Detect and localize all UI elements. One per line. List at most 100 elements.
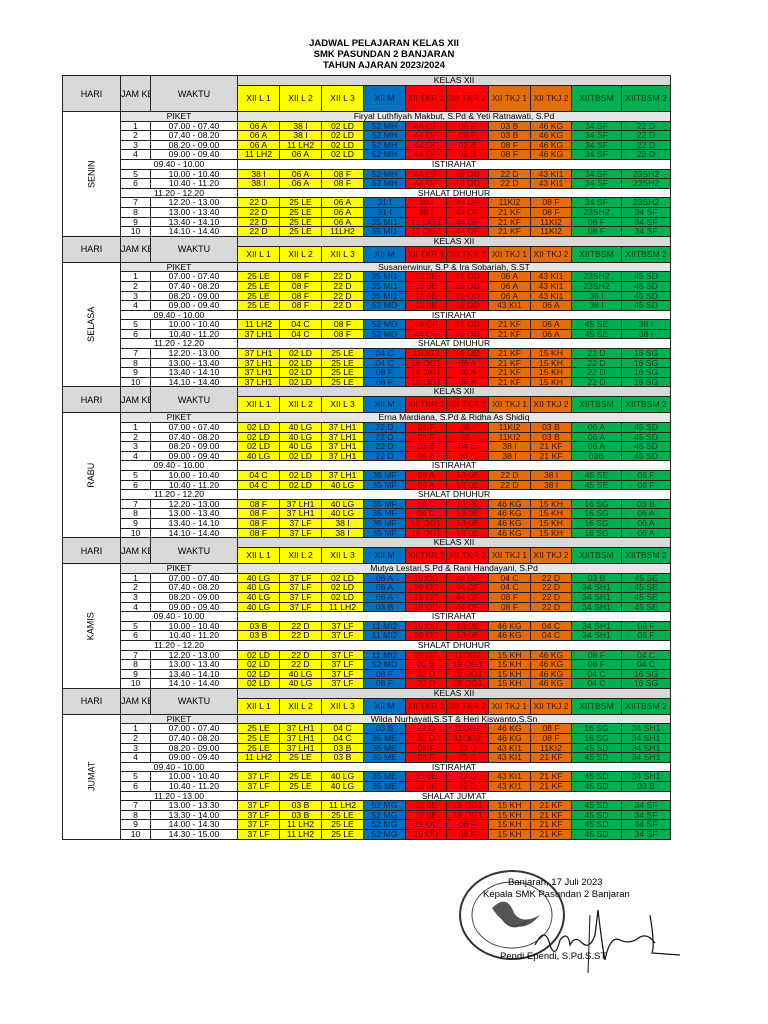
waktu: 10.40 - 11.20 — [150, 328, 238, 340]
lesson-cell: 45 SE — [620, 591, 672, 603]
piket-label: PIKET — [120, 261, 238, 273]
piket-teachers: Wilda Nurhayati,S.ST & Heri Kiswanto,S.S… — [236, 713, 672, 725]
class-header: XIITBSM 2 — [620, 697, 672, 715]
lesson-cell: 44 OF — [446, 601, 489, 613]
waktu-header: WAKTU — [150, 687, 238, 715]
waktu: 08.20 - 09.00 — [150, 139, 238, 151]
lesson-cell: 04 C — [446, 441, 489, 452]
lesson-cell: 46 KG — [530, 149, 572, 160]
lesson-cell: 46 KG — [488, 527, 531, 539]
lesson-cell: 22 D — [405, 733, 447, 744]
lesson-cell: 34 SF — [571, 139, 622, 151]
class-header: XII TKJ 2 — [530, 697, 572, 715]
lesson-cell: 21 KF — [488, 226, 531, 237]
lesson-cell: 02 LD — [321, 130, 364, 141]
lesson-cell: 16 SG — [620, 376, 672, 388]
lesson-cell: 08 F — [279, 271, 322, 282]
lesson-cell: 43 KI1 — [488, 752, 531, 763]
lesson-cell: 35 ME — [363, 742, 406, 754]
lesson-cell: 06 A — [363, 572, 406, 584]
jam-ke: 5 — [120, 168, 151, 180]
waktu: 09.00 - 09.40 — [150, 300, 238, 311]
class-header-row: XII L 1 XII L 2 XII L 3 XII M XII TKR 1 XII T… — [63, 697, 672, 715]
lesson-cell: 37 LH1 — [321, 431, 364, 443]
lesson-cell: 08 F — [488, 149, 531, 160]
signature-block: Banjaran, 17 Juli 2023 Kepala SMK Pasund… — [440, 855, 681, 995]
lesson-cell: 08 F — [321, 178, 364, 189]
waktu: 08.20 - 09.00 — [150, 742, 238, 754]
lesson-cell: 37 LH1 — [321, 441, 364, 452]
lesson-cell: 38 I — [530, 479, 572, 491]
break-label: ISTIRAHAT — [236, 309, 672, 321]
lesson-cell: 13 0E — [405, 800, 447, 811]
lesson-cell: 37 LF — [321, 630, 364, 641]
header-row: HARI JAM KE WAKTU KELAS XII — [62, 687, 672, 715]
lesson-cell: 11 MI2 — [363, 630, 406, 641]
class-header: XII L 2 — [279, 245, 322, 263]
lesson-cell: 08 F — [571, 226, 622, 237]
lesson-cell: 22 D — [279, 620, 322, 632]
lesson-cell: 40 LG — [279, 422, 322, 433]
lesson-cell: 19 OD — [405, 572, 447, 584]
lesson-cell: 06 A — [405, 450, 447, 462]
lesson-cell: 22 D — [620, 149, 672, 160]
lesson-cell: 08 F — [571, 649, 622, 661]
period-row: 6 10.40 - 11.20 37 LF 25 LE 40 LG 35 ME 13 0E 2… — [63, 781, 672, 792]
lesson-cell: 22 D — [237, 216, 280, 228]
lesson-cell: 19 OD — [446, 168, 489, 180]
break-label: ISTIRAHAT — [236, 761, 672, 773]
lesson-cell: 34 SH1 — [620, 771, 672, 783]
lesson-cell: 40 LG — [237, 572, 280, 584]
lesson-cell: 08 F — [363, 367, 406, 378]
lesson-cell: 04 C — [279, 328, 322, 340]
lesson-cell: 25 LE — [321, 809, 364, 821]
waktu: 14.10 - 14.40 — [150, 376, 238, 388]
class-header: XIITBSM — [571, 396, 622, 414]
lesson-cell: 22 D — [620, 139, 672, 151]
lesson-cell: 02 LD — [237, 668, 280, 680]
lesson-cell: 22 D — [488, 470, 531, 481]
lesson-cell: 43 KI1 — [530, 280, 572, 292]
lesson-cell: 11 LH2 — [237, 752, 280, 763]
jam-ke: 9 — [120, 819, 151, 830]
class-header: XII TKJ 2 — [530, 245, 572, 263]
jam-ke: 5 — [120, 319, 151, 330]
lesson-cell: 45 SD — [620, 422, 672, 433]
lesson-cell: 22 D — [363, 431, 406, 443]
class-header: XII L 3 — [321, 396, 364, 414]
school-stamp — [459, 870, 565, 960]
break-row: 09.40 - 10.00 ISTIRAHAT — [63, 761, 672, 773]
lesson-cell: 11 LH2 — [237, 149, 280, 160]
lesson-cell: 21 KF — [488, 357, 531, 369]
lesson-cell: 37 LF — [279, 527, 322, 539]
lesson-cell: 38 I — [237, 168, 280, 180]
jam-ke: 2 — [120, 431, 151, 443]
jam-ke: 8 — [120, 357, 151, 369]
lesson-cell: 15 KH — [488, 649, 531, 661]
lesson-cell: 37 LF — [237, 819, 280, 830]
lesson-cell: 40 LG — [237, 450, 280, 462]
lesson-cell: 04 C — [488, 582, 531, 593]
lesson-cell: 35 MI1 — [363, 226, 406, 237]
jam-ke: 1 — [120, 422, 151, 433]
class-header-row: XII L 1 XII L 2 XII L 3 XII M XII TKR 1 XII T… — [63, 396, 672, 414]
waktu: 13.00 - 13.40 — [150, 206, 238, 218]
lesson-cell: 38 I — [279, 120, 322, 132]
lesson-cell: 02 LD — [237, 422, 280, 433]
hari-header: HARI — [62, 235, 121, 263]
lesson-cell: 19 OD — [446, 290, 489, 302]
lesson-cell: 13 0E — [446, 508, 489, 519]
break-row: 09.40 - 10.00 ISTIRAHAT — [63, 460, 672, 471]
lesson-cell: 40 LG — [321, 771, 364, 783]
lesson-cell: 02 LD — [279, 367, 322, 378]
class-header: XII L 2 — [279, 547, 322, 565]
lesson-cell: 03 B — [237, 630, 280, 641]
waktu: 14.10 - 14.40 — [150, 678, 238, 689]
jam-ke: 4 — [120, 752, 151, 763]
lesson-cell: 04 C — [237, 470, 280, 481]
lesson-cell: 40 LG — [279, 441, 322, 452]
period-row: 2 07.40 - 08.20 06 A 38 I 02 LD 52 MH 44 OF 08 … — [63, 130, 672, 141]
waktu: 13.00 - 13.40 — [150, 659, 238, 670]
waktu: 08.20 - 09.00 — [150, 591, 238, 603]
lesson-cell: 06 A — [446, 367, 489, 378]
